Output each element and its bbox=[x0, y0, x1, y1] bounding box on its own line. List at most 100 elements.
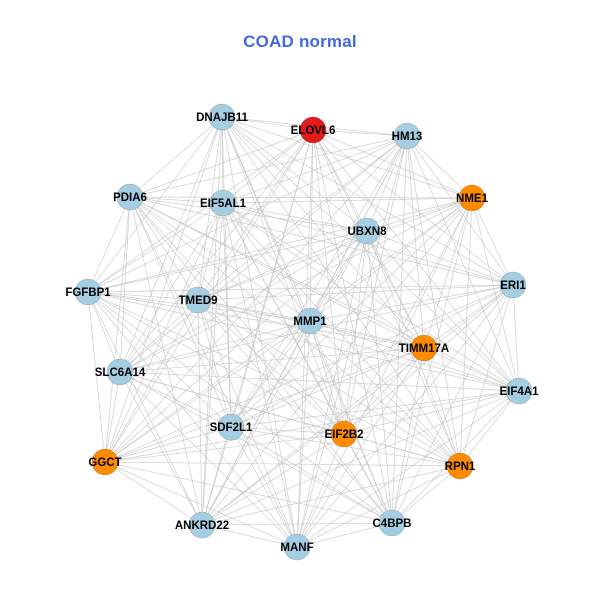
network-edge bbox=[391, 135, 408, 524]
network-edge bbox=[309, 197, 473, 322]
network-edge bbox=[104, 371, 121, 463]
network-edge bbox=[221, 116, 368, 232]
network-edge bbox=[129, 196, 425, 349]
node-ankrd22 bbox=[188, 511, 216, 539]
network-edge bbox=[230, 426, 393, 524]
network-edge bbox=[471, 197, 514, 286]
network-edge bbox=[129, 196, 393, 524]
network-edge bbox=[87, 202, 224, 293]
network-edge bbox=[423, 347, 520, 392]
network-edge bbox=[406, 135, 520, 392]
network-edge bbox=[201, 202, 224, 526]
network-edge bbox=[366, 230, 514, 286]
network-edge bbox=[366, 230, 425, 349]
network-edge bbox=[197, 284, 514, 301]
network-edge bbox=[222, 202, 298, 548]
network-edge bbox=[87, 291, 199, 301]
network-edge bbox=[309, 129, 314, 322]
node-sdf2l1 bbox=[217, 413, 245, 441]
network-edge bbox=[129, 196, 232, 428]
node-nme1 bbox=[458, 184, 486, 212]
network-edge bbox=[104, 461, 461, 467]
network-edge bbox=[129, 196, 224, 204]
network-edge bbox=[406, 135, 473, 199]
network-edge bbox=[230, 426, 345, 435]
network-edge bbox=[197, 299, 311, 322]
network-edge bbox=[391, 284, 514, 524]
network-edge bbox=[129, 135, 408, 198]
network-edge bbox=[87, 291, 345, 435]
network-edge bbox=[423, 197, 473, 349]
network-edge bbox=[197, 299, 393, 524]
network-edge bbox=[197, 230, 368, 301]
network-edge bbox=[296, 135, 408, 548]
network-edge bbox=[230, 426, 298, 548]
network-edge bbox=[129, 196, 473, 199]
node-ggct bbox=[91, 448, 119, 476]
network-edge bbox=[119, 299, 199, 373]
network-edge bbox=[221, 116, 314, 131]
network-edge bbox=[343, 433, 393, 524]
network-edge bbox=[129, 196, 203, 526]
network-edge bbox=[296, 465, 461, 548]
network-edge bbox=[87, 291, 393, 524]
network-edge bbox=[129, 116, 223, 198]
network-edge bbox=[129, 196, 298, 548]
node-eif2b2 bbox=[330, 420, 358, 448]
network-edge bbox=[230, 390, 520, 428]
network-edge bbox=[87, 284, 514, 293]
network-edge bbox=[129, 196, 368, 232]
network-edge bbox=[309, 320, 425, 349]
node-tmed9 bbox=[184, 286, 212, 314]
network-edge bbox=[197, 299, 345, 435]
network-edge bbox=[129, 129, 314, 198]
network-edge bbox=[201, 524, 298, 548]
network-edge bbox=[366, 230, 393, 524]
node-eif4a1 bbox=[505, 377, 533, 405]
network-edge bbox=[104, 461, 298, 548]
node-pdia6 bbox=[116, 183, 144, 211]
network-edge bbox=[87, 291, 520, 392]
network-edge bbox=[221, 116, 520, 392]
node-elovl6 bbox=[299, 116, 327, 144]
network-edge bbox=[391, 347, 425, 524]
network-edge bbox=[129, 196, 199, 301]
network-edge bbox=[391, 197, 473, 524]
network-edge bbox=[119, 347, 425, 373]
page-title: COAD normal bbox=[243, 32, 357, 51]
network-edge bbox=[222, 197, 473, 204]
network-edge bbox=[201, 347, 425, 526]
network-edge bbox=[87, 291, 298, 548]
network-edge bbox=[343, 135, 408, 435]
node-dnajb11 bbox=[208, 103, 236, 131]
network-edge bbox=[104, 461, 203, 526]
network-edge bbox=[104, 433, 345, 463]
network-edge bbox=[296, 230, 368, 548]
network-edge bbox=[296, 347, 425, 548]
network-edge bbox=[119, 196, 131, 373]
network-edge bbox=[104, 284, 514, 463]
network-edge bbox=[87, 291, 106, 463]
network-edge bbox=[201, 284, 514, 526]
network-edge bbox=[201, 320, 311, 526]
network-edge bbox=[406, 135, 425, 349]
network-edge bbox=[423, 347, 461, 467]
network-edge bbox=[230, 197, 473, 428]
node-timm17a bbox=[410, 334, 438, 362]
network-edge bbox=[230, 284, 514, 428]
network-edge bbox=[197, 135, 408, 301]
network-edge bbox=[104, 196, 131, 463]
network-edge bbox=[343, 347, 425, 435]
network-edge bbox=[391, 465, 461, 524]
network-edge bbox=[201, 390, 520, 526]
network-edge bbox=[104, 426, 232, 463]
network-edge bbox=[87, 230, 368, 293]
network-edge bbox=[87, 291, 203, 526]
network-edge bbox=[222, 202, 520, 392]
network-edge bbox=[104, 390, 520, 463]
network-edge bbox=[119, 371, 232, 428]
network-edge bbox=[87, 291, 425, 349]
node-slc6a14 bbox=[106, 358, 134, 386]
network-edge bbox=[230, 320, 311, 428]
